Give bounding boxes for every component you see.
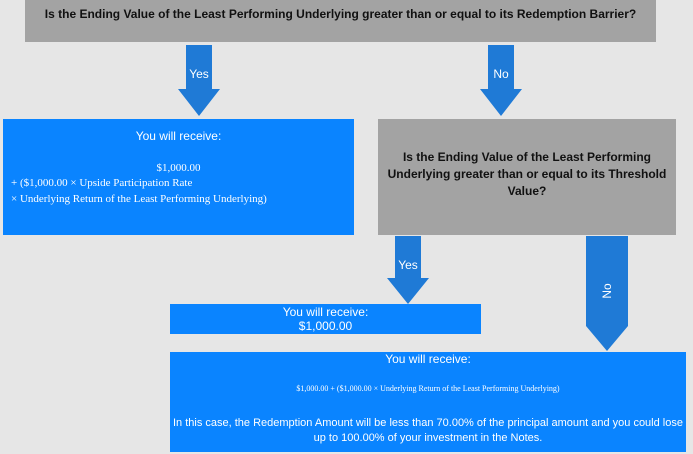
result-heading: You will receive: — [135, 129, 222, 143]
yes-arrow-to-result-1: Yes — [178, 45, 220, 116]
no-arrow-label: No — [600, 283, 614, 299]
yes-arrow-label: Yes — [189, 67, 209, 81]
question-threshold-value-text: Is the Ending Value of the Least Perform… — [387, 150, 667, 198]
result-formula-line-2: × Underlying Return of the Least Perform… — [11, 193, 267, 205]
down-arrow-icon — [387, 236, 429, 304]
result-heading: You will receive: — [385, 352, 471, 366]
result-box-par: You will receive: $1,000.00 — [170, 304, 481, 334]
result-amount: $1,000.00 — [298, 319, 353, 333]
yes-arrow-to-result-2: Yes — [387, 236, 429, 304]
down-arrow-icon — [586, 236, 628, 351]
result-formula-line-1: + ($1,000.00 × Upside Participation Rate — [11, 177, 193, 189]
question-threshold-value: Is the Ending Value of the Least Perform… — [378, 119, 676, 235]
result-formula: $1,000.00 + ($1,000.00 × Underlying Retu… — [296, 384, 560, 393]
down-arrow-icon — [480, 45, 522, 116]
no-arrow-to-result-3: No — [586, 236, 628, 351]
no-arrow-label: No — [493, 67, 509, 81]
result-box-upside: You will receive: $1,000.00 + ($1,000.00… — [3, 119, 354, 235]
result-heading: You will receive: — [282, 305, 369, 319]
result-box-loss: You will receive: $1,000.00 + ($1,000.00… — [170, 352, 686, 452]
no-arrow-to-question-2: No — [480, 45, 522, 116]
yes-arrow-label: Yes — [398, 258, 418, 272]
question-redemption-barrier-text: Is the Ending Value of the Least Perform… — [44, 7, 637, 21]
question-redemption-barrier: Is the Ending Value of the Least Perform… — [25, 0, 656, 42]
result-amount: $1,000.00 — [156, 162, 201, 174]
loss-note: In this case, the Redemption Amount will… — [173, 417, 683, 444]
down-arrow-icon — [178, 45, 220, 116]
